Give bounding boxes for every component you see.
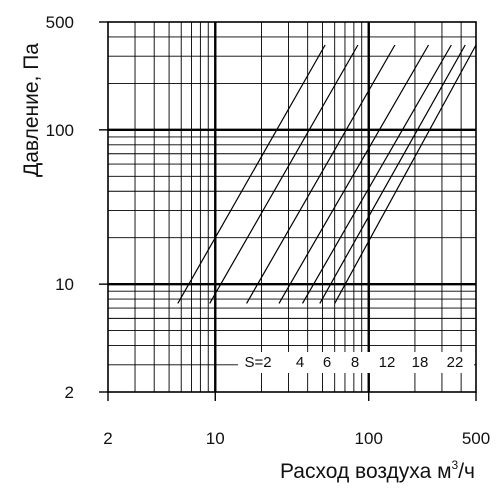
y-tick-label: 10 — [55, 275, 74, 294]
x-tick-label: 2 — [103, 429, 112, 448]
x-tick-label: 500 — [462, 429, 490, 448]
y-axis-title: Давление, Па — [20, 43, 43, 177]
series-lines — [177, 44, 477, 304]
series-line-s22 — [334, 44, 477, 304]
series-line-s4 — [209, 44, 359, 304]
series-line-s18 — [319, 44, 466, 304]
series-line-s2 — [177, 44, 326, 304]
series-label-s8: 8 — [351, 354, 359, 371]
series-label-s6: 6 — [323, 354, 331, 371]
plot-frame — [107, 21, 477, 393]
series-labels: S=2 4 6 8 12 18 22 — [238, 352, 474, 373]
series-label-s12: 12 — [379, 354, 396, 371]
tick-labels: 2 10 100 500 2 10 100 500 — [46, 13, 491, 448]
x-axis-title-superscript: 3 — [452, 458, 459, 472]
series-line-s8 — [278, 44, 430, 304]
x-tick-label: 10 — [206, 429, 225, 448]
series-label-s2: S=2 — [244, 354, 271, 371]
x-axis-title-text: Расход воздуха м — [280, 460, 452, 483]
tick-marks — [99, 21, 477, 401]
series-line-s6 — [246, 44, 396, 304]
x-tick-label: 100 — [355, 429, 383, 448]
y-tick-label: 100 — [46, 121, 74, 140]
x-axis-title: Расход воздуха м3/ч — [280, 458, 475, 483]
y-tick-label: 500 — [46, 13, 74, 32]
series-label-band — [238, 352, 474, 373]
x-axis-title-tail: /ч — [458, 460, 475, 483]
grid — [108, 22, 476, 392]
series-label-s22: 22 — [447, 354, 464, 371]
series-line-s12 — [301, 44, 452, 304]
series-label-s18: 18 — [412, 354, 429, 371]
y-tick-label: 2 — [65, 383, 74, 402]
series-label-s4: 4 — [296, 354, 304, 371]
